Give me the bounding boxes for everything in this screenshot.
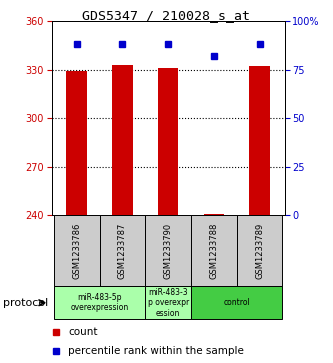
Bar <box>145 286 191 319</box>
Text: count: count <box>68 327 98 337</box>
Bar <box>237 215 282 286</box>
Text: GSM1233787: GSM1233787 <box>118 223 127 279</box>
Text: GSM1233790: GSM1233790 <box>164 223 173 279</box>
Text: percentile rank within the sample: percentile rank within the sample <box>68 346 244 356</box>
Bar <box>112 65 133 215</box>
Text: GDS5347 / 210028_s_at: GDS5347 / 210028_s_at <box>83 9 250 22</box>
Text: GSM1233788: GSM1233788 <box>209 223 218 279</box>
Bar <box>249 66 270 215</box>
Text: miR-483-5p
overexpression: miR-483-5p overexpression <box>71 293 129 313</box>
Text: control: control <box>223 298 250 307</box>
Text: GSM1233786: GSM1233786 <box>72 223 81 279</box>
Bar <box>203 214 224 215</box>
Bar <box>54 286 145 319</box>
Bar <box>191 215 237 286</box>
Bar <box>191 286 282 319</box>
Text: miR-483-3
p overexpr
ession: miR-483-3 p overexpr ession <box>148 288 189 318</box>
Bar <box>54 215 100 286</box>
Bar <box>158 68 178 215</box>
Bar <box>145 215 191 286</box>
Text: GSM1233789: GSM1233789 <box>255 223 264 279</box>
Bar <box>67 71 87 215</box>
Bar <box>100 215 145 286</box>
Text: protocol: protocol <box>3 298 49 308</box>
